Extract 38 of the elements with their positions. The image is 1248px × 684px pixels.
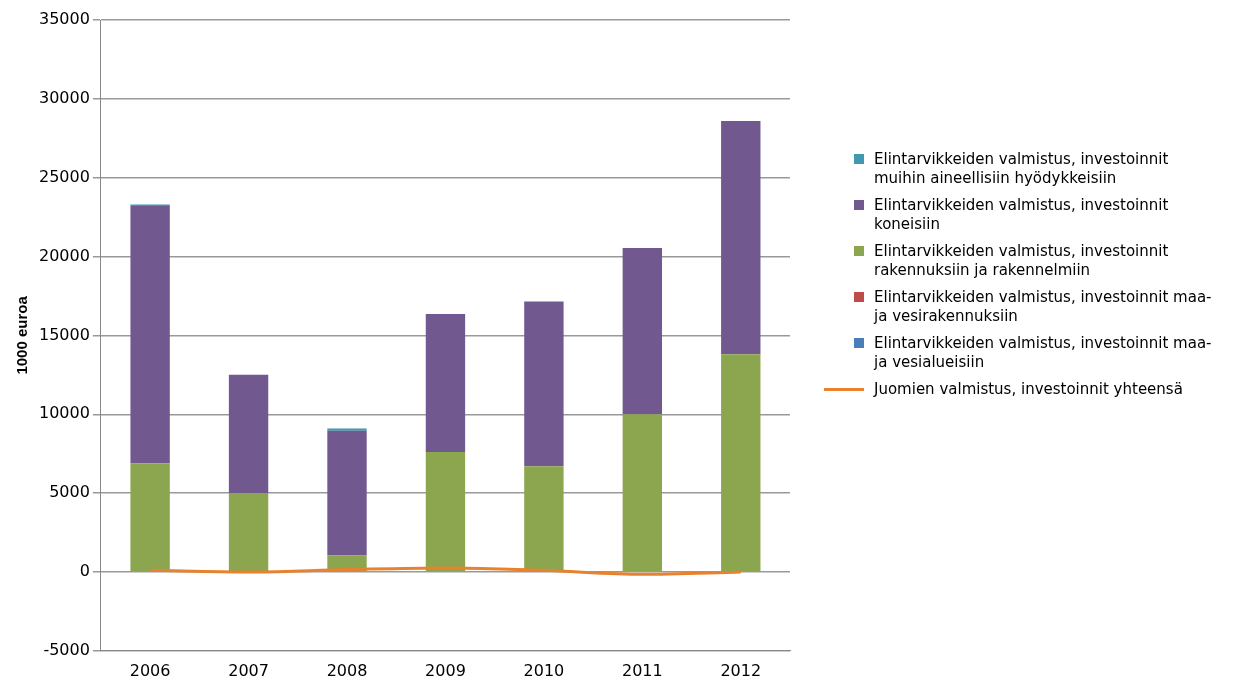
bar <box>524 301 564 467</box>
y-tick-label: 25000 <box>38 166 90 186</box>
y-tick-label: 0 <box>79 561 90 581</box>
x-tick-label: 2012 <box>720 660 762 680</box>
legend-label: Elintarvikkeiden valmistus, investoinnit muihin aineellisiin hyödykkeisiin <box>874 150 1170 188</box>
x-tick-label: 2010 <box>523 660 565 680</box>
bar <box>130 206 170 464</box>
bar <box>721 354 761 572</box>
y-tick-label: 20000 <box>38 245 90 265</box>
legend-label: Juomien valmistus, investoinnit yhteensä <box>874 380 1184 399</box>
bar <box>425 314 466 453</box>
bar <box>228 374 269 494</box>
bar <box>721 120 761 355</box>
bar <box>622 247 663 415</box>
y-tick-label: 10000 <box>38 403 90 423</box>
legend-label: Elintarvikkeiden valmistus, investoinnit maa- ja vesirakennuksiin <box>874 288 1213 326</box>
x-tick-label: 2009 <box>425 660 466 680</box>
x-tick-label: 2008 <box>326 660 368 680</box>
legend-label: Elintarvikkeiden valmistus, investoinnit koneisiin <box>874 196 1170 234</box>
y-axis-title: 1000 euroa <box>13 295 31 375</box>
bar <box>228 493 269 572</box>
x-tick-label: 2006 <box>129 660 171 680</box>
bar <box>327 428 367 431</box>
y-tick-label: 30000 <box>38 88 90 108</box>
bar <box>327 430 367 556</box>
bar <box>622 414 663 572</box>
bar <box>425 452 466 572</box>
x-tick-label: 2011 <box>621 660 663 680</box>
y-tick-label: 15000 <box>38 324 90 344</box>
y-tick-label: 35000 <box>38 9 90 29</box>
y-tick-label: -5000 <box>43 639 90 659</box>
bar <box>130 463 170 572</box>
line-series <box>148 566 743 576</box>
x-tick-label: 2007 <box>228 660 269 680</box>
legend-label: Elintarvikkeiden valmistus, investoinnit maa- ja vesialueisiin <box>874 334 1213 372</box>
legend-label: Elintarvikkeiden valmistus, investoinnit rakennuksiin ja rakennelmiin <box>874 242 1170 280</box>
y-tick-label: 5000 <box>49 482 90 502</box>
bar <box>524 466 564 572</box>
